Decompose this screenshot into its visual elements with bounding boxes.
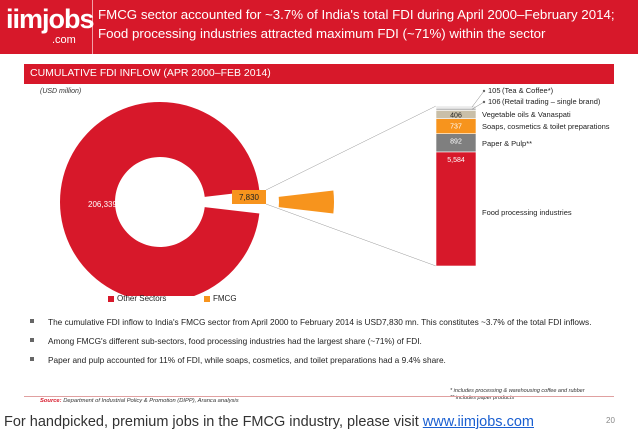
stack-value-label-5: 105: [488, 86, 501, 95]
bullet-text: The cumulative FDI inflow to India's FMC…: [48, 317, 592, 327]
chart-section-title: CUMULATIVE FDI INFLOW (APR 2000–FEB 2014…: [30, 67, 271, 79]
stack-series-label-4: (Retail trading – single brand): [502, 97, 601, 106]
donut-slice-fmcg: [278, 190, 334, 214]
stack-value-label-4: 106: [488, 97, 501, 106]
bullet-text: Paper and pulp accounted for 11% of FDI,…: [48, 355, 446, 365]
connector-lines: [265, 105, 437, 267]
stack-series-label-3: Vegetable oils & Vanaspati: [482, 110, 571, 119]
page-number: 20: [606, 416, 615, 425]
footer-message: For handpicked, premium jobs in the FMCG…: [4, 414, 423, 430]
connector-bottom: [265, 203, 437, 267]
bullet-text: Among FMCG's different sub-sectors, food…: [48, 336, 422, 346]
stack-series-label-1: Paper & Pulp**: [482, 139, 532, 148]
source-note: Source: Department of Industrial Policy …: [40, 398, 239, 404]
bullet-item: Paper and pulp accounted for 11% of FDI,…: [30, 354, 610, 366]
stack-segment-5: [435, 105, 477, 109]
donut-label-fmcg: 7,830: [239, 193, 260, 202]
fdi-chart: 206,339 7,830 5,584 892 737 406 Food processi…: [60, 86, 610, 296]
footnotes: * includes processing & warehousing coff…: [450, 388, 585, 402]
stack-series-label-5: (Tea & Coffee*): [502, 86, 554, 95]
footnote: * includes processing & warehousing coff…: [450, 388, 585, 394]
stack-series-label-2: Soaps, cosmetics & toilet preparations: [482, 122, 610, 131]
logo[interactable]: iimjobs .com: [0, 0, 95, 54]
bullet-marker: [30, 357, 34, 361]
bullet-marker: [30, 338, 34, 342]
donut-label-other-sectors: 206,339: [88, 200, 117, 209]
stack-callout-5: [471, 90, 485, 108]
stack-callout-dot-5: [482, 89, 486, 93]
source-divider: [24, 396, 614, 407]
source-text: Department of Industrial Policy & Promot…: [63, 398, 239, 404]
donut-slice-other-sectors: [60, 102, 260, 296]
stack-series-label-0: Food processing industries: [482, 208, 572, 217]
logo-main-text: iimjobs: [6, 4, 95, 34]
stack-callout-4: [471, 101, 485, 110]
logo-sub-text: .com: [52, 34, 76, 46]
legend-label-fmcg: FMCG: [213, 294, 237, 303]
connector-top: [265, 105, 437, 191]
legend-swatch-other-sectors: [108, 295, 114, 302]
unit-note: (USD million): [40, 88, 82, 95]
header-bar: iimjobs .com FMCG sector accounted for ~…: [0, 0, 638, 54]
stack-segment-4: [435, 107, 477, 111]
legend-swatch-fmcg: [204, 295, 210, 302]
stacked-bar-chart: 5,584 892 737 406 Food processing industries…: [435, 86, 610, 267]
slide-title: FMCG sector accounted for ~3.7% of India…: [98, 7, 615, 41]
bullet-list: The cumulative FDI inflow to India's FMC…: [30, 316, 610, 373]
source-label: Source:: [40, 398, 62, 404]
footer: For handpicked, premium jobs in the FMCG…: [0, 408, 638, 442]
chart-section-header: CUMULATIVE FDI INFLOW (APR 2000–FEB 2014…: [24, 64, 614, 84]
legend-item-fmcg: FMCG: [204, 294, 237, 303]
stack-segment-0: [435, 151, 477, 267]
stack-value-label-1: 892: [450, 139, 462, 146]
legend-item-other-sectors: Other Sectors: [108, 294, 166, 303]
bullet-item: Among FMCG's different sub-sectors, food…: [30, 335, 610, 347]
footnote: ** includes paper products: [450, 395, 515, 401]
bullet-item: The cumulative FDI inflow to India's FMC…: [30, 316, 610, 328]
donut-chart: 206,339 7,830: [60, 102, 334, 296]
footer-link[interactable]: www.iimjobs.com: [422, 414, 534, 430]
legend-label-other-sectors: Other Sectors: [117, 294, 167, 303]
stack-callout-dot-4: [482, 100, 486, 104]
footer-text: For handpicked, premium jobs in the FMCG…: [4, 414, 534, 430]
bullet-marker: [30, 319, 34, 323]
stack-value-label-3: 406: [450, 112, 462, 119]
stack-value-label-2: 737: [450, 124, 462, 131]
donut-label-fmcg-box: [232, 190, 266, 204]
stack-value-label-0: 5,584: [447, 157, 465, 164]
